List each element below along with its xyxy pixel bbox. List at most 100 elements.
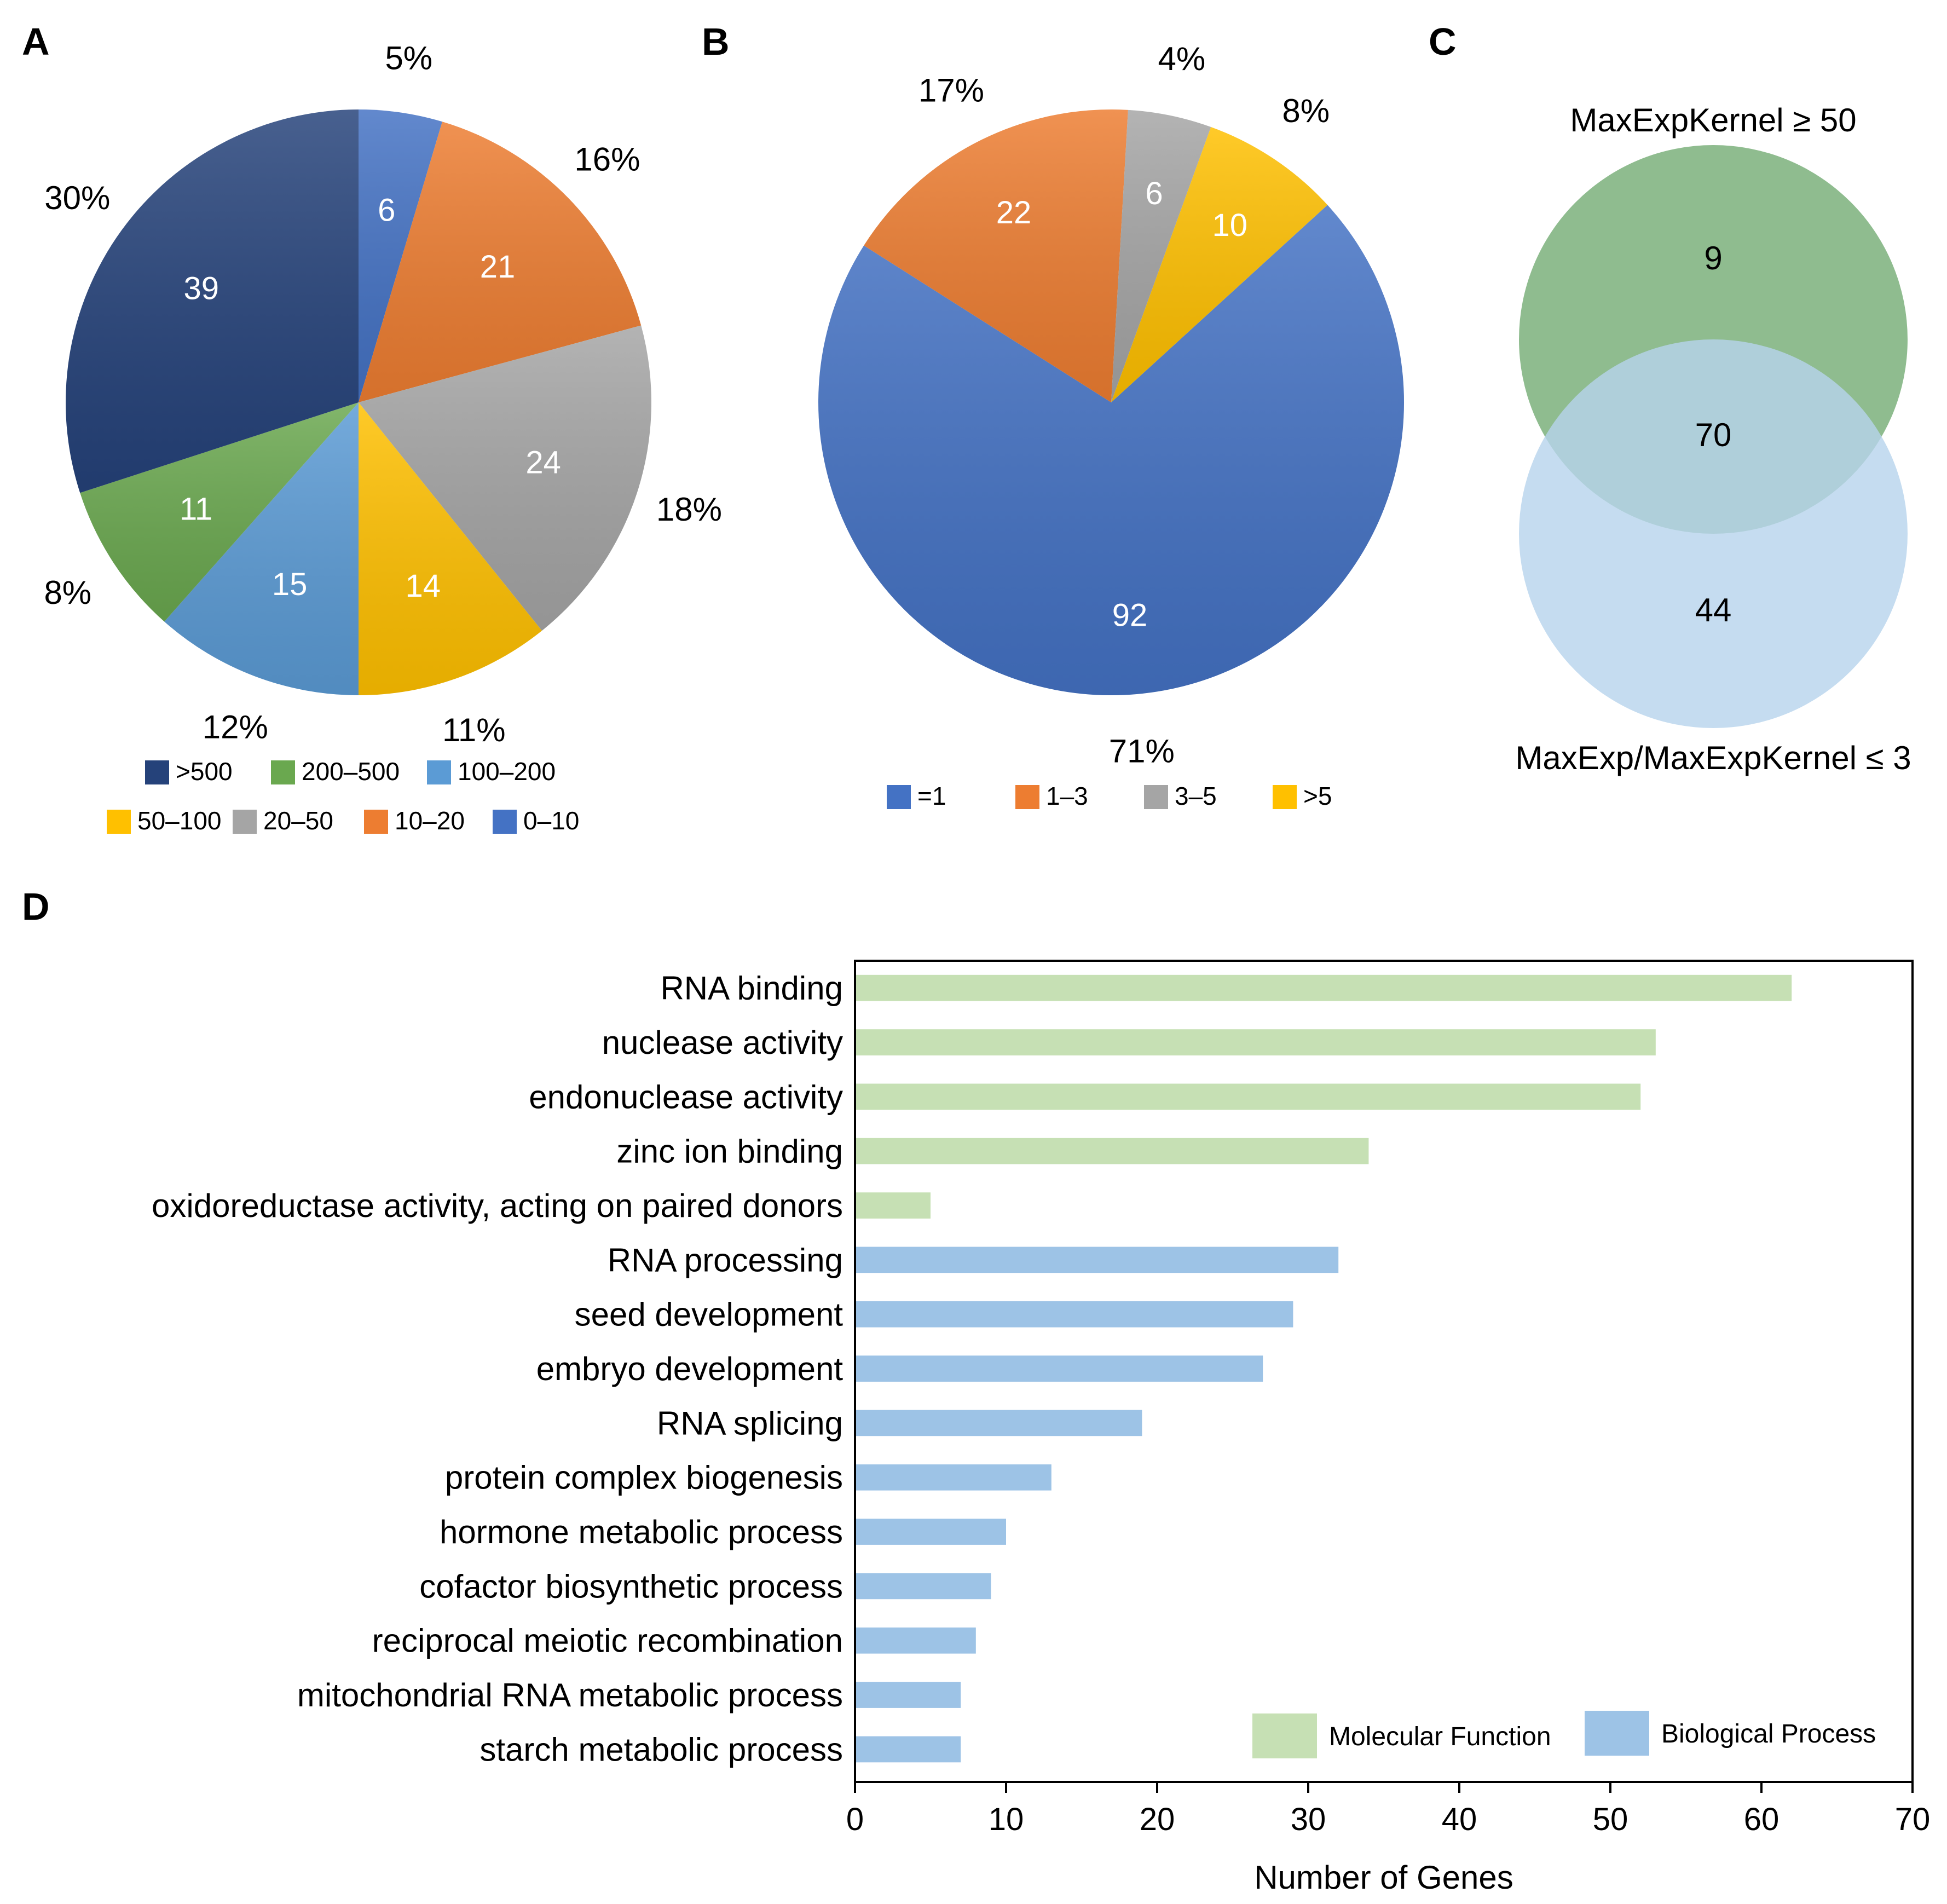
panel-label-c: C — [1429, 20, 1457, 63]
venn-top-label: MaxExpKernel ≥ 50 — [1570, 102, 1856, 139]
x-tick-label: 40 — [1442, 1802, 1477, 1837]
legend-a-100-200-label: 100–200 — [458, 757, 556, 786]
legend-b-1-3-swatch — [1015, 785, 1039, 809]
pie-b-value-label: 10 — [1212, 207, 1248, 243]
legend-a-0-10-label: 0–10 — [523, 806, 579, 835]
category-label: RNA splicing — [657, 1405, 843, 1441]
category-label: endonuclease activity — [529, 1078, 843, 1115]
panel-label-b: B — [702, 20, 730, 63]
venn-bottom-only-count: 44 — [1695, 592, 1732, 628]
x-tick-label: 10 — [989, 1802, 1024, 1837]
legend-a-0-10-swatch — [493, 810, 517, 834]
bar-nuclease-activity — [856, 1029, 1656, 1055]
category-label: oxidoreductase activity, acting on paire… — [152, 1187, 843, 1224]
pie-a-percent-label: 30% — [44, 180, 110, 216]
pie-a-percent-label: 8% — [44, 574, 91, 611]
pie-a-slice-shade-100-200 — [164, 402, 359, 695]
pie-b-percent-label: 71% — [1109, 733, 1175, 770]
legend-b-5-swatch — [1273, 785, 1297, 809]
category-label: seed development — [575, 1296, 843, 1333]
pie-a-slice-shade-200-500 — [80, 402, 359, 622]
bar-protein-complex-biogenesis — [856, 1464, 1052, 1491]
pie-a-value-label: 39 — [184, 270, 219, 306]
bar-rna-binding — [856, 974, 1792, 1001]
pie-a-percent-label: 11% — [442, 712, 506, 748]
category-label: cofactor biosynthetic process — [419, 1568, 843, 1605]
legend-b-1-3-label: 1–3 — [1046, 782, 1088, 810]
legend-b-1-label: =1 — [917, 782, 946, 810]
legend-a-50-100-label: 50–100 — [137, 806, 222, 835]
category-label: RNA processing — [608, 1242, 843, 1278]
x-tick-label: 60 — [1744, 1802, 1780, 1837]
bar-rna-processing — [856, 1247, 1339, 1273]
venn-bottom-label: MaxExp/MaxExpKernel ≤ 3 — [1515, 740, 1911, 776]
bar-embryo-development — [856, 1355, 1263, 1382]
bar-chart-d: RNA binding nuclease activity endonuclease… — [152, 960, 1931, 1896]
panel-label-a: A — [22, 20, 50, 63]
category-label: hormone metabolic process — [440, 1514, 843, 1550]
pie-b-slice-shade-3-5 — [1111, 109, 1211, 402]
category-label: reciprocal meiotic recombination — [372, 1623, 843, 1659]
category-label: embryo development — [536, 1351, 843, 1387]
pie-a-slice-shade-20-50 — [359, 325, 651, 631]
venn-intersection-count: 70 — [1695, 417, 1732, 453]
category-label: zinc ion binding — [616, 1133, 843, 1170]
x-tick-label: 0 — [846, 1802, 864, 1837]
bar-zinc-ion-binding — [856, 1138, 1369, 1164]
bar-reciprocal-meiotic-recombination — [856, 1627, 976, 1654]
bar-rna-splicing — [856, 1410, 1142, 1436]
category-label: starch metabolic process — [479, 1731, 843, 1768]
bar-legend-label-molecular-function: Molecular Function — [1329, 1722, 1551, 1751]
pie-a-percent-label: 16% — [574, 141, 640, 177]
legend-a: >500 200–500 100–200 50–100 20–50 10–20 0–10 — [107, 757, 579, 835]
pie-b-value-label: 22 — [996, 195, 1032, 230]
legend-b-3-5-label: 3–5 — [1175, 782, 1217, 810]
bar-oxidoreductase-activity-acting-on-paired-donors — [856, 1192, 931, 1219]
venn-circle-bottom — [1519, 339, 1908, 728]
bar-mitochondrial-rna-metabolic-process — [856, 1682, 961, 1708]
pie-a-percent-label: 5% — [385, 40, 432, 77]
legend-a-20-50-label: 20–50 — [263, 806, 333, 835]
legend-b: =1 1–3 3–5 >5 — [887, 782, 1332, 810]
legend-a-10-20-swatch — [364, 810, 388, 834]
category-label: nuclease activity — [602, 1024, 843, 1061]
pie-a-value-label: 6 — [378, 193, 395, 228]
pie-b-percent-label: 4% — [1158, 41, 1206, 77]
legend-a-200-500-label: 200–500 — [302, 757, 400, 786]
legend-a-50-100-swatch — [107, 810, 131, 834]
x-tick-label: 50 — [1593, 1802, 1628, 1837]
x-tick-label: 70 — [1895, 1802, 1931, 1837]
pie-a-value-label: 21 — [480, 249, 516, 285]
pie-a-slice-shade-500 — [66, 109, 359, 493]
pie-a-slice-shade-50-100 — [359, 402, 542, 695]
pie-b-slice-shade-1 — [818, 205, 1405, 696]
category-label: protein complex biogenesis — [445, 1459, 843, 1496]
category-label: RNA binding — [660, 970, 843, 1007]
pie-a-value-label: 24 — [525, 445, 561, 481]
bar-starch-metabolic-process — [856, 1736, 961, 1763]
x-tick-label: 30 — [1291, 1802, 1326, 1837]
x-tick-label: 20 — [1140, 1802, 1175, 1837]
pie-a-value-label: 15 — [272, 567, 308, 602]
legend-a-500-label: >500 — [176, 757, 233, 786]
pie-b-percent-label: 17% — [918, 72, 984, 109]
category-label: mitochondrial RNA metabolic process — [297, 1677, 843, 1713]
pie-a-percent-label: 12% — [203, 709, 268, 746]
bar-hormone-metabolic-process — [856, 1519, 1006, 1545]
plot-frame — [854, 960, 1914, 1783]
pie-a-slice-shade-10-20 — [359, 122, 642, 403]
pie-b-percent-label: 8% — [1282, 93, 1330, 129]
pie-a-percent-label: 18% — [656, 491, 722, 528]
legend-a-20-50-swatch — [233, 810, 257, 834]
venn-diagram: MaxExpKernel ≥ 50 MaxExp/MaxExpKernel ≤ … — [1515, 102, 1911, 776]
bar-seed-development — [856, 1301, 1293, 1328]
legend-b-1-swatch — [887, 785, 911, 809]
legend-a-100-200-swatch — [427, 760, 451, 784]
pie-a-slice-shade-0-10 — [359, 109, 442, 402]
panel-label-d: D — [22, 885, 50, 928]
venn-top-only-count: 9 — [1704, 240, 1722, 276]
pie-b-slice-shade-1-3 — [864, 109, 1128, 402]
legend-a-10-20-label: 10–20 — [395, 806, 465, 835]
bar-cofactor-biosynthetic-process — [856, 1573, 991, 1600]
